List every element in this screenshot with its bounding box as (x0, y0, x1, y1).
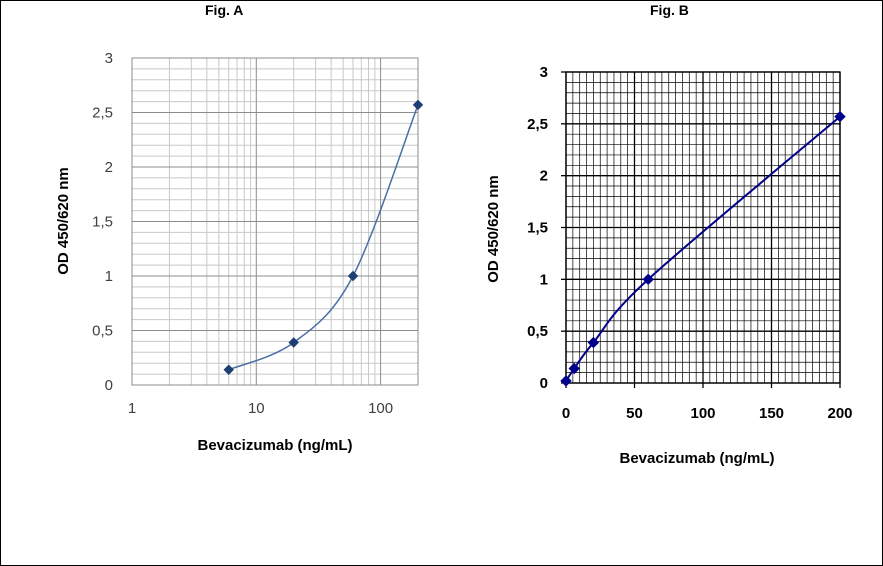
x-tick-label: 1 (128, 400, 136, 417)
y-tick-label: 2 (105, 159, 113, 176)
series-line (228, 104, 419, 371)
x-tick-label: 0 (562, 405, 570, 422)
data-point (834, 110, 846, 123)
y-tick-label: 2,5 (92, 105, 113, 122)
chart-fig-a: 0 0,5 1 1,5 2 2,5 3 1 10 100 Bevacizumab (ng/mL) OD… (55, 50, 424, 454)
y-tick-label: 1 (540, 271, 548, 288)
x-tick-label: 200 (827, 405, 852, 422)
x-axis-label: Bevacizumab (ng/mL) (619, 450, 774, 467)
x-tick-label: 50 (626, 405, 643, 422)
y-tick-label: 2 (540, 168, 548, 185)
data-point (347, 270, 359, 282)
x-tick-label: 100 (368, 400, 393, 417)
fig-a-title: Fig. A (205, 2, 244, 18)
x-tick-label: 10 (248, 400, 265, 417)
y-tick-label: 3 (105, 50, 113, 67)
plot-area-border (131, 57, 419, 386)
y-tick-label: 0,5 (92, 323, 113, 340)
y-axis-label: OD 450/620 nm (55, 167, 72, 275)
data-point (223, 364, 234, 375)
y-tick-label: 1,5 (92, 214, 113, 231)
x-axis-label: Bevacizumab (ng/mL) (197, 437, 352, 454)
y-tick-label: 0 (105, 377, 113, 394)
y-tick-label: 0 (540, 375, 548, 392)
data-point (412, 99, 424, 111)
data-point (642, 273, 654, 286)
y-tick-label: 0,5 (527, 323, 548, 340)
y-axis-label: OD 450/620 nm (485, 175, 502, 283)
chart-fig-b: 0 0,5 1 1,5 2 2,5 3 0 50 100 150 200 Bevacizumab (ng… (485, 64, 853, 467)
data-point (560, 375, 572, 387)
x-tick-label: 100 (690, 405, 715, 422)
data-point (568, 362, 580, 375)
data-point (587, 336, 600, 349)
y-tick-label: 3 (540, 64, 548, 81)
data-point (288, 337, 299, 348)
y-tick-label: 1,5 (527, 220, 548, 237)
fig-b-title: Fig. B (650, 2, 689, 18)
x-tick-label: 150 (759, 405, 784, 422)
y-tick-label: 2,5 (527, 116, 548, 133)
y-tick-label: 1 (105, 268, 113, 285)
